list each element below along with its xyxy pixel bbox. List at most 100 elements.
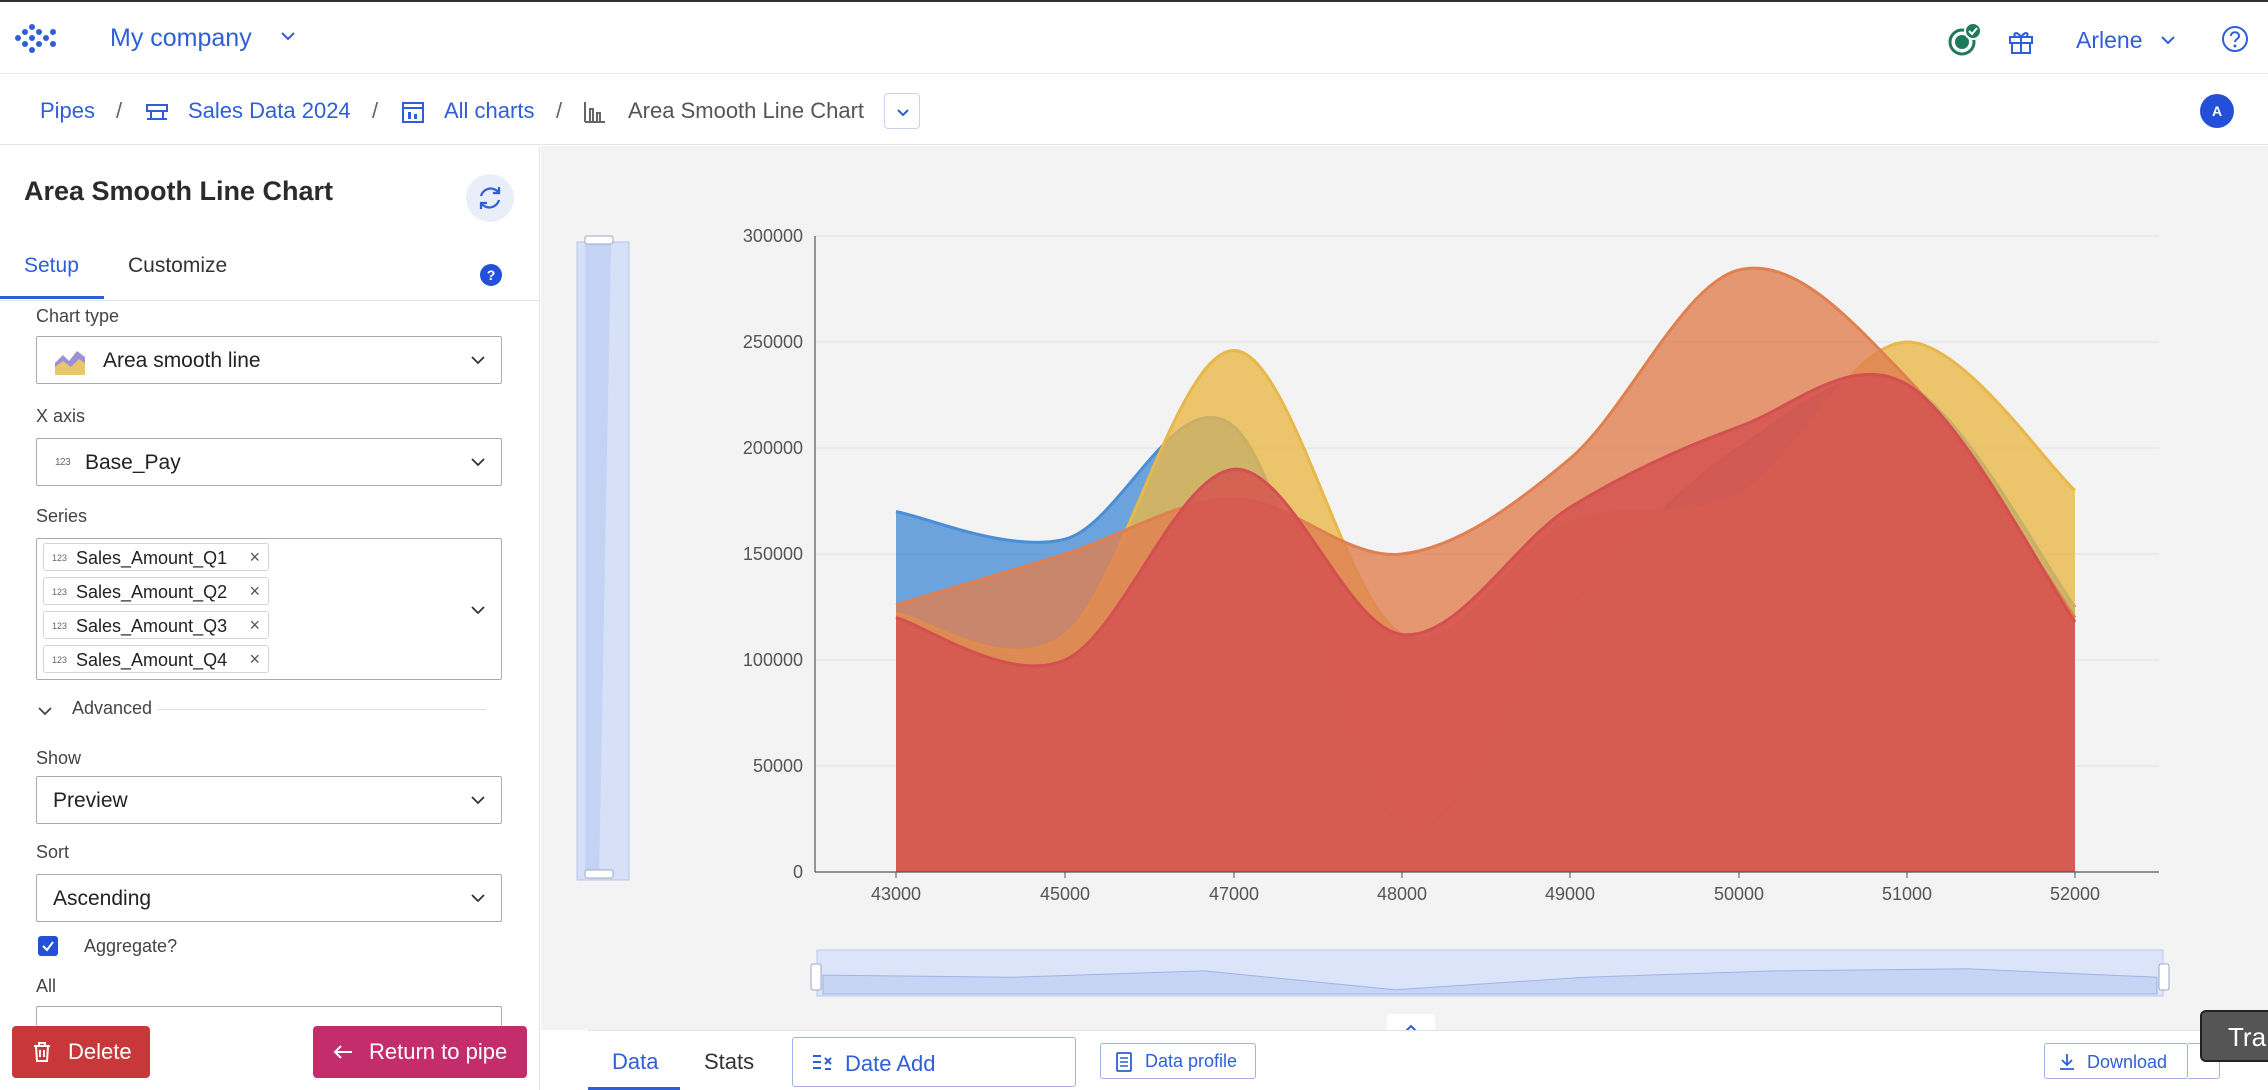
- tooltip-text: Tra: [2228, 1022, 2267, 1052]
- help-icon[interactable]: [2220, 24, 2250, 54]
- tab-data[interactable]: Data: [612, 1049, 659, 1074]
- vertical-zoom-handle-top[interactable]: [584, 235, 614, 245]
- avatar[interactable]: A: [2200, 94, 2234, 128]
- tab-customize[interactable]: Customize: [128, 254, 228, 277]
- pipe-icon: [146, 104, 168, 120]
- document-icon: [1116, 1052, 1132, 1072]
- sort-select[interactable]: Ascending: [36, 874, 502, 922]
- tab-stats[interactable]: Stats: [704, 1049, 755, 1074]
- chart-type-value: Area smooth line: [103, 349, 261, 372]
- series-multiselect[interactable]: 123 Sales_Amount_Q1 × 123 Sales_Amount_Q…: [36, 538, 502, 680]
- show-label: Show: [36, 748, 82, 768]
- breadcrumb-separator: /: [556, 98, 563, 123]
- y-tick-label: 300000: [743, 226, 803, 246]
- download-label: Download: [2087, 1052, 2168, 1072]
- numeric-type-icon: 123: [52, 655, 68, 665]
- bottom-bar: Data Stats Date Add Data profile Downloa…: [588, 1030, 2268, 1090]
- status-check-icon[interactable]: [1946, 22, 1982, 58]
- user-menu[interactable]: Arlene: [2076, 27, 2143, 53]
- breadcrumb-all-charts[interactable]: All charts: [444, 98, 535, 123]
- return-to-pipe-button[interactable]: Return to pipe: [313, 1026, 527, 1078]
- date-add-button[interactable]: Date Add: [792, 1037, 1076, 1087]
- delete-button[interactable]: Delete: [12, 1026, 150, 1078]
- x-axis-label: X axis: [36, 406, 86, 426]
- vertical-zoom-profile: [585, 242, 611, 878]
- chart-type-select[interactable]: Area smooth line: [36, 336, 502, 384]
- chart-type-label: Chart type: [36, 306, 120, 326]
- gift-icon[interactable]: [2006, 26, 2036, 56]
- horizontal-zoom-handle-left[interactable]: [810, 963, 822, 991]
- all-select[interactable]: [36, 1006, 502, 1026]
- breadcrumb-current-chart: Area Smooth Line Chart: [628, 98, 865, 123]
- chevron-down-icon: [471, 356, 485, 365]
- series-label: Series: [36, 506, 88, 526]
- chart-area: 0 50000 100000 150000 200000 250000 300000 4300…: [541, 146, 2268, 1030]
- x-tick-label: 45000: [1040, 884, 1090, 904]
- x-tick-label: 52000: [2050, 884, 2100, 904]
- remove-icon[interactable]: ×: [249, 547, 260, 567]
- y-tick-label: 100000: [743, 650, 803, 670]
- vertical-zoom-handle-bottom[interactable]: [584, 869, 614, 879]
- x-axis-select[interactable]: 123 Base_Pay: [36, 438, 502, 486]
- bar-chart-icon: [584, 102, 605, 123]
- tooltip-popup[interactable]: Tra: [2200, 1010, 2268, 1062]
- y-tick-label: 250000: [743, 332, 803, 352]
- chevron-down-icon: [38, 707, 52, 716]
- series-chip: 123 Sales_Amount_Q1 ×: [43, 543, 269, 571]
- top-bar: My company Arlene: [0, 0, 2268, 74]
- show-select[interactable]: Preview: [36, 776, 502, 824]
- remove-icon[interactable]: ×: [249, 615, 260, 635]
- chevron-down-icon: [471, 796, 485, 805]
- remove-icon[interactable]: ×: [249, 581, 260, 601]
- y-tick-label: 200000: [743, 438, 803, 458]
- x-tick-label: 47000: [1209, 884, 1259, 904]
- refresh-button[interactable]: [466, 174, 514, 222]
- horizontal-zoom-handle-right[interactable]: [2158, 963, 2170, 991]
- breadcrumb-sales-data[interactable]: Sales Data 2024: [188, 98, 351, 123]
- y-tick-label: 0: [793, 862, 803, 882]
- x-tick-label: 51000: [1882, 884, 1932, 904]
- date-add-label: Date Add: [845, 1051, 936, 1076]
- data-profile-button[interactable]: Data profile: [1100, 1043, 1256, 1079]
- chevron-down-icon[interactable]: [278, 26, 298, 46]
- download-icon: [2060, 1054, 2074, 1070]
- all-label: All: [36, 976, 57, 996]
- checkmark-icon: [42, 941, 54, 952]
- x-axis-value: Base_Pay: [85, 451, 181, 474]
- active-tab-indicator: [588, 1087, 680, 1090]
- chevron-down-icon: [897, 109, 909, 117]
- tab-setup[interactable]: Setup: [24, 254, 79, 277]
- x-tick-label: 43000: [871, 884, 921, 904]
- series-line-3: [895, 266, 2077, 619]
- return-label: Return to pipe: [369, 1039, 508, 1064]
- x-tick-label: 50000: [1714, 884, 1764, 904]
- company-selector[interactable]: My company: [110, 24, 252, 52]
- divider: [158, 709, 486, 710]
- x-tick-label: 49000: [1545, 884, 1595, 904]
- aggregate-label: Aggregate?: [84, 936, 178, 956]
- tab-divider: [0, 300, 540, 301]
- download-button[interactable]: Download: [2044, 1043, 2188, 1079]
- remove-icon[interactable]: ×: [249, 649, 260, 669]
- calendar-chart-icon: [402, 102, 424, 123]
- chart-axes: 0 50000 100000 150000 200000 250000 300000 4300…: [743, 226, 2159, 904]
- chevron-down-icon[interactable]: [2158, 30, 2178, 50]
- advanced-label: Advanced: [72, 698, 153, 718]
- breadcrumb-pipes[interactable]: Pipes: [40, 98, 96, 123]
- chart-switch-dropdown[interactable]: [884, 93, 920, 129]
- aggregate-checkbox[interactable]: [38, 936, 58, 956]
- series-line-4: [895, 372, 2077, 668]
- series-chip: 123 Sales_Amount_Q3 ×: [43, 611, 269, 639]
- series-chip-label: Sales_Amount_Q4: [76, 650, 228, 670]
- sort-label: Sort: [36, 842, 70, 862]
- panel-title: Area Smooth Line Chart: [24, 176, 334, 206]
- expand-panel-button[interactable]: [1387, 1014, 1435, 1030]
- app-logo-icon[interactable]: [14, 24, 60, 56]
- show-value: Preview: [53, 789, 128, 812]
- series-chip: 123 Sales_Amount_Q2 ×: [43, 577, 269, 605]
- area-chart-icon: [55, 351, 85, 375]
- help-icon[interactable]: ?: [480, 264, 502, 286]
- arrow-left-icon: [333, 1045, 352, 1059]
- horizontal-zoom-profile: [822, 968, 2158, 995]
- area-smooth-line-chart[interactable]: 0 50000 100000 150000 200000 250000 300000 4300…: [541, 146, 2268, 1030]
